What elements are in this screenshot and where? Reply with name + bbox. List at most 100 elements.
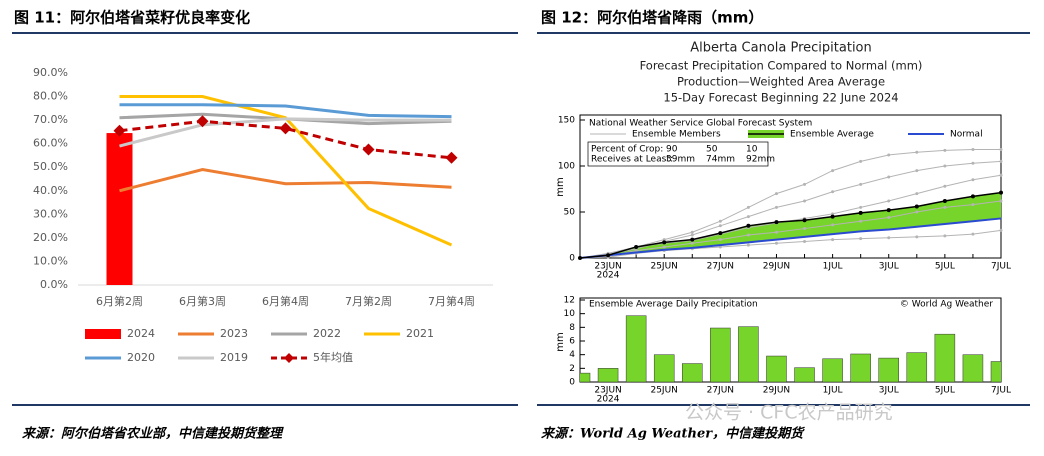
- member-point: [718, 245, 722, 249]
- y-tick-label: 20.0%: [33, 231, 68, 244]
- member-point: [971, 178, 975, 182]
- member-point: [971, 232, 975, 236]
- y-label: mm: [555, 177, 566, 196]
- line: [119, 119, 452, 160]
- y-tick-label: 2: [569, 364, 575, 374]
- member-point: [999, 159, 1003, 163]
- marker: [113, 124, 126, 137]
- bar: [962, 354, 984, 382]
- average-point: [914, 204, 919, 209]
- credit: © World Ag Weather: [900, 300, 993, 310]
- average-point: [662, 240, 667, 245]
- y-tick-label: 50.0%: [33, 160, 68, 173]
- y-tick-label: 50: [564, 208, 576, 218]
- y-tick-label: 8: [569, 323, 575, 333]
- legend-title: National Weather Service Global Forecast…: [589, 119, 812, 129]
- x-year: 2024: [597, 395, 620, 405]
- x-tick-label: 27JUN: [707, 386, 734, 396]
- y-tick-label: 100: [558, 162, 575, 172]
- figure-title: 图 12：阿尔伯塔省降雨（mm）: [541, 9, 763, 27]
- x-tick-label: 6月第3周: [179, 294, 226, 308]
- average-point: [858, 210, 863, 215]
- member-point: [887, 175, 891, 179]
- legend-label: 5年均值: [313, 350, 353, 364]
- bar: [850, 353, 871, 382]
- x-tick-label: 7JUL: [991, 262, 1011, 272]
- x-tick-label: 6月第4周: [262, 294, 309, 308]
- member-point: [943, 148, 947, 152]
- member-point: [887, 236, 891, 240]
- x-tick-label: 29JUN: [763, 262, 790, 272]
- member-point: [718, 224, 722, 228]
- inset-text: 74mm: [706, 155, 735, 165]
- member-point: [774, 192, 778, 196]
- y-tick-label: 0.0%: [40, 278, 68, 291]
- panel-title: Ensemble Average Daily Precipitation: [589, 300, 758, 310]
- member-line: [579, 148, 1001, 259]
- member-point: [634, 249, 638, 253]
- x-tick-label: 1JUL: [823, 386, 843, 396]
- average-point: [634, 244, 639, 249]
- marker: [279, 122, 292, 135]
- inset-text: 90: [666, 145, 678, 155]
- member-point: [718, 238, 722, 242]
- member-point: [803, 227, 807, 231]
- average-point: [578, 256, 582, 260]
- x-tick-label: 7月第4周: [428, 294, 475, 308]
- y-tick-label: 40.0%: [33, 184, 68, 197]
- member-point: [999, 228, 1003, 232]
- y-tick-label: 70.0%: [33, 113, 68, 126]
- average-point: [690, 237, 695, 242]
- bar: [794, 367, 815, 382]
- member-point: [943, 205, 947, 209]
- member-point: [999, 199, 1003, 203]
- inset-text: 92mm: [746, 155, 775, 165]
- average-point: [774, 220, 779, 225]
- line: [119, 168, 452, 193]
- member-point: [803, 199, 807, 203]
- member-point: [831, 238, 835, 242]
- average-point: [970, 194, 975, 199]
- member-point: [690, 233, 694, 237]
- y-tick-label: 30.0%: [33, 207, 68, 220]
- bar: [625, 315, 647, 382]
- member-point: [915, 210, 919, 214]
- figure-title: 图 11：阿尔伯塔省菜籽优良率变化: [14, 9, 250, 27]
- y-label: mm: [555, 332, 566, 351]
- average-point: [746, 223, 751, 228]
- y-tick-label: 90.0%: [33, 66, 68, 79]
- bar: [878, 357, 899, 382]
- member-point: [915, 169, 919, 173]
- legend-label: 2024: [127, 327, 155, 340]
- bar: [106, 133, 133, 285]
- member-point: [859, 159, 863, 163]
- average-line: [579, 191, 1002, 259]
- member-point: [774, 205, 778, 209]
- legend-swatch: [85, 329, 121, 339]
- member-point: [746, 243, 750, 247]
- x-tick-label: 29JUN: [763, 386, 790, 396]
- x-tick-label: 7月第2周: [345, 294, 392, 308]
- member-point: [887, 153, 891, 157]
- bar: [766, 355, 787, 382]
- average-point: [718, 231, 723, 236]
- source: 来源：阿尔伯塔省农业部，中信建投期货整理: [22, 426, 284, 442]
- bar: [738, 326, 759, 382]
- plot-frame: [579, 114, 1002, 259]
- member-point: [999, 173, 1003, 177]
- member-point: [718, 219, 722, 223]
- bar: [906, 352, 928, 382]
- member-point: [746, 215, 750, 219]
- member-point: [943, 234, 947, 238]
- bar: [990, 361, 1001, 382]
- x-tick-label: 5JUL: [935, 386, 955, 396]
- legend-label: 2023: [220, 327, 248, 340]
- average-point: [606, 253, 611, 258]
- member-point: [943, 164, 947, 168]
- chart-subtitle: Production—Weighted Area Average: [677, 75, 885, 89]
- legend-label: 2022: [313, 327, 341, 340]
- x-tick-label: 23JUN: [594, 262, 621, 272]
- member-point: [831, 212, 835, 216]
- member-point: [859, 219, 863, 223]
- y-tick-label: 0: [569, 254, 575, 264]
